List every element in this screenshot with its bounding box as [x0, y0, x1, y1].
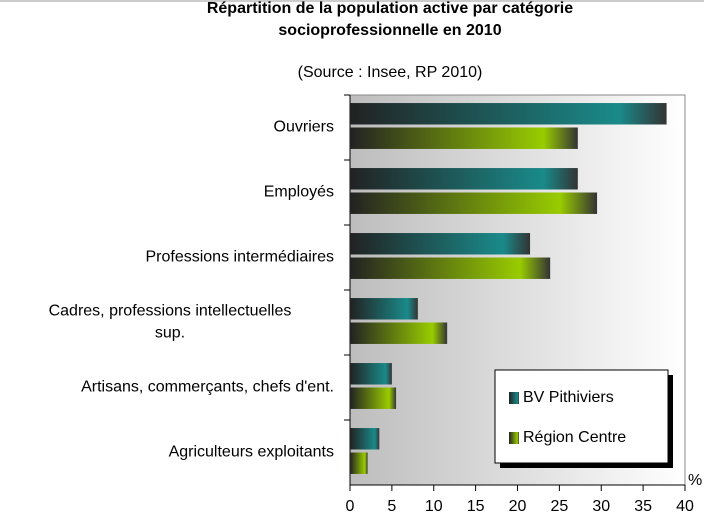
x-tick-label: 5 [387, 498, 396, 515]
legend-swatch [509, 392, 519, 404]
bar [350, 387, 397, 409]
y-tick-label: Ouvriers [274, 119, 334, 136]
bar [350, 363, 392, 385]
chart-subtitle: (Source : Insee, RP 2010) [298, 64, 483, 81]
bar [350, 192, 598, 214]
y-tick-label: Agriculteurs exploitants [169, 444, 334, 461]
x-tick-label: 10 [425, 498, 443, 515]
x-tick-label: 20 [509, 498, 527, 515]
x-tick-label: 15 [467, 498, 485, 515]
legend [494, 369, 669, 464]
y-tick-label: Employés [264, 184, 334, 201]
legend-label: BV Pithiviers [523, 389, 614, 406]
y-tick-label: Cadres, professions intellectuelles sup. [49, 303, 292, 342]
chart-title: Répartition de la population active par … [207, 0, 573, 39]
x-tick-label: 25 [550, 498, 568, 515]
bar [350, 127, 578, 149]
x-tick-label: 0 [346, 498, 355, 515]
x-tick-label: 30 [592, 498, 610, 515]
bar [350, 168, 578, 190]
legend-swatch [509, 432, 519, 444]
x-tick-label: 35 [634, 498, 652, 515]
y-tick-label: Artisans, commerçants, chefs d'ent. [81, 379, 334, 396]
bar [350, 257, 551, 279]
x-tick-label: 40 [676, 498, 694, 515]
y-tick-label: Professions intermédiaires [145, 249, 334, 266]
bar [350, 452, 368, 474]
legend-label: Région Centre [523, 429, 626, 446]
bar [350, 233, 531, 255]
bar [350, 428, 380, 450]
x-axis-label: % [688, 472, 702, 489]
bar [350, 322, 448, 344]
bar [350, 103, 667, 125]
bar [350, 298, 418, 320]
